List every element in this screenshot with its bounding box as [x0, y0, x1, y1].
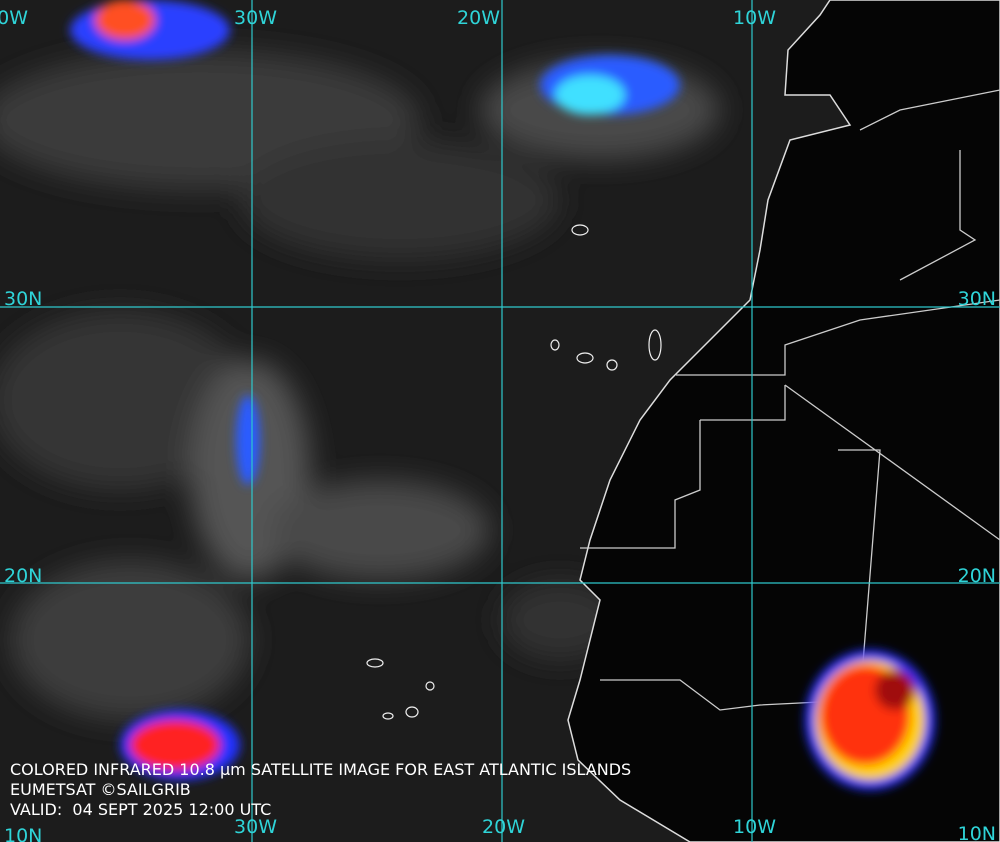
latitude-label: 10N	[4, 825, 42, 842]
longitude-label: 10W	[733, 816, 776, 838]
borders	[580, 89, 1000, 711]
latitude-label: 30N	[958, 288, 996, 310]
latitude-label: 20N	[4, 565, 42, 587]
caption-title: COLORED INFRARED 10.8 µm SATELLITE IMAGE…	[10, 760, 631, 779]
longitude-label: 40W	[0, 7, 28, 29]
africa-land	[567, 0, 1000, 842]
latitude-label: 30N	[4, 288, 42, 310]
longitude-label: 10W	[733, 7, 776, 29]
caption-credit: EUMETSAT ©SAILGRIB	[10, 780, 191, 799]
caption-valid: VALID: 04 SEPT 2025 12:00 UTC	[10, 800, 271, 819]
longitude-label: 30W	[234, 816, 277, 838]
latitude-label: 10N	[958, 823, 996, 842]
convective-cloud	[70, 0, 935, 790]
longitude-label: 20W	[457, 7, 500, 29]
longitude-label: 20W	[482, 816, 525, 838]
longitude-label: 30W	[234, 7, 277, 29]
latitude-label: 20N	[958, 565, 996, 587]
islands	[366, 224, 662, 720]
